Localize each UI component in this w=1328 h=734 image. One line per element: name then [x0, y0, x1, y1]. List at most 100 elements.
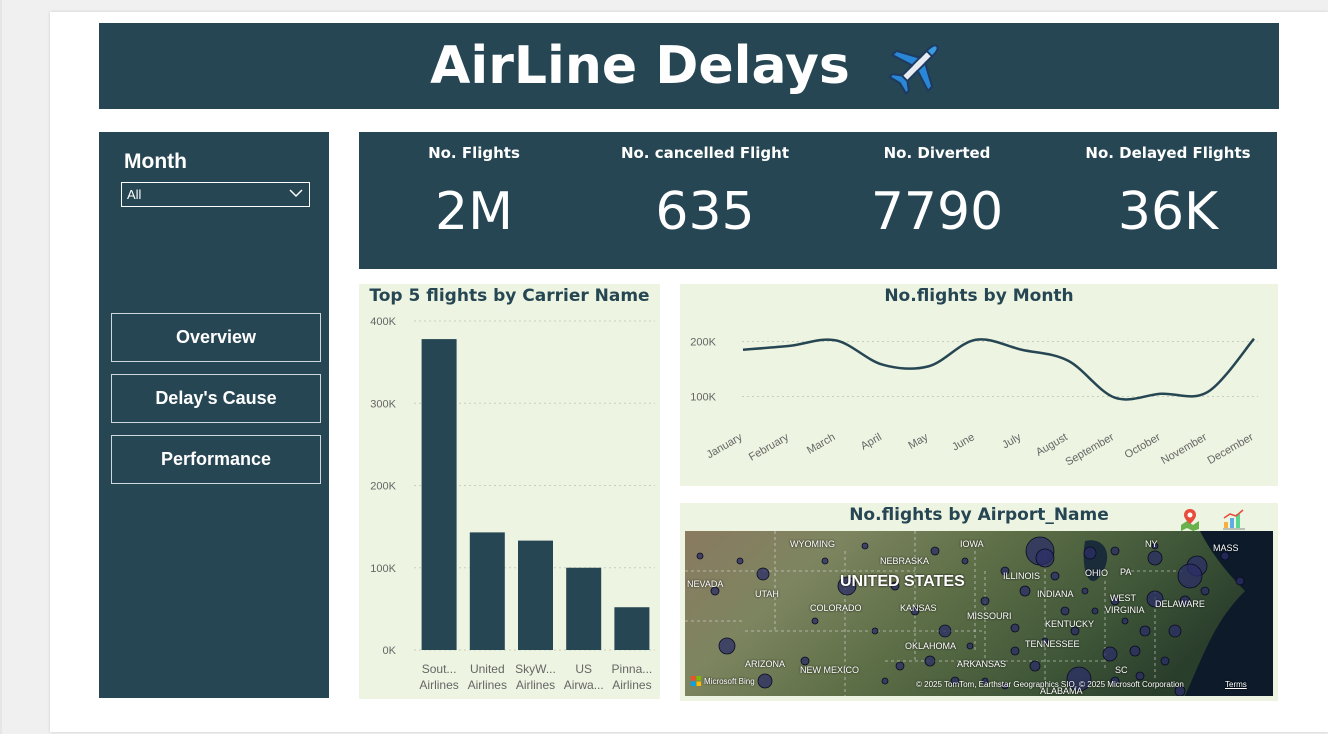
map-panel[interactable]: No.flights by Airport_Name WYOMING NEBRAS…	[680, 503, 1278, 701]
overview-button[interactable]: Overview	[111, 313, 321, 362]
month-dropdown-value: All	[127, 187, 142, 202]
chart-type-icon[interactable]	[1222, 508, 1246, 530]
line-point[interactable]	[1158, 391, 1164, 397]
airport-bubble[interactable]	[1135, 671, 1145, 681]
airport-bubble[interactable]	[1174, 685, 1186, 696]
airport-bubble[interactable]	[1081, 587, 1089, 595]
line-point[interactable]	[1205, 389, 1211, 395]
map-pin-icon[interactable]	[1179, 507, 1201, 531]
airport-bubble[interactable]	[1147, 550, 1163, 566]
map-place-label: OKLAHOMA	[905, 641, 957, 651]
airport-bubble[interactable]	[1200, 586, 1210, 596]
airport-bubble[interactable]	[1019, 585, 1031, 597]
line-x-tick: May	[906, 431, 930, 452]
airport-bubble[interactable]	[895, 661, 905, 671]
map-title: No.flights by Airport_Name	[849, 505, 1109, 525]
line-point[interactable]	[1112, 395, 1118, 401]
bar[interactable]	[469, 532, 505, 650]
bar[interactable]	[614, 607, 650, 650]
kpi-label: No. cancelled Flight	[620, 144, 790, 162]
airport-bubble[interactable]	[1110, 596, 1120, 606]
airport-bubble[interactable]	[950, 676, 960, 686]
airport-bubble[interactable]	[981, 677, 989, 685]
airport-bubble[interactable]	[1029, 660, 1041, 672]
line-x-tick: June	[950, 431, 977, 453]
airport-bubble[interactable]	[1035, 548, 1055, 568]
airport-bubble[interactable]	[861, 542, 869, 550]
airport-bubble[interactable]	[871, 627, 879, 635]
airport-bubble[interactable]	[1129, 645, 1141, 657]
airport-bubble[interactable]	[1066, 666, 1092, 692]
line-point[interactable]	[1019, 347, 1025, 353]
airport-bubble[interactable]	[800, 656, 810, 666]
airport-bubble[interactable]	[1168, 624, 1182, 638]
airport-bubble[interactable]	[1179, 595, 1191, 607]
kpi-value: 7790	[870, 182, 1004, 242]
line-point[interactable]	[879, 362, 885, 368]
airport-bubble[interactable]	[736, 557, 744, 565]
map-terrain	[685, 531, 1273, 696]
delays-cause-button[interactable]: Delay's Cause	[111, 374, 321, 423]
airport-bubble[interactable]	[811, 617, 819, 625]
airport-bubble[interactable]	[696, 552, 704, 560]
airport-bubble[interactable]	[1083, 546, 1097, 560]
airport-bubble[interactable]	[1177, 563, 1203, 589]
airport-bubble[interactable]	[821, 557, 829, 565]
line-point[interactable]	[972, 337, 978, 343]
airport-bubble[interactable]	[756, 567, 770, 581]
airport-bubble[interactable]	[1110, 546, 1120, 556]
line-point[interactable]	[740, 347, 746, 353]
month-dropdown[interactable]: All	[121, 182, 310, 207]
airport-bubble[interactable]	[938, 624, 952, 638]
line-point[interactable]	[926, 363, 932, 369]
airport-bubble[interactable]	[1110, 676, 1120, 686]
airport-bubble[interactable]	[1060, 606, 1070, 616]
terms-link[interactable]: Terms	[1225, 680, 1247, 689]
airport-bubble[interactable]	[1050, 571, 1060, 581]
airport-bubble[interactable]	[1010, 623, 1020, 633]
airport-bubble[interactable]	[1121, 617, 1129, 625]
airport-bubble[interactable]	[1010, 646, 1020, 656]
line-chart-panel[interactable]: No.flights by Month 100K 200K January Febru…	[680, 284, 1278, 486]
airport-bubble[interactable]	[1235, 576, 1245, 586]
airport-bubble[interactable]	[718, 637, 736, 655]
airport-bubble[interactable]	[930, 546, 940, 556]
bar[interactable]	[518, 540, 553, 650]
line-x-tick: January	[705, 431, 745, 461]
airport-bubble[interactable]	[1151, 542, 1159, 550]
line-series[interactable]	[742, 337, 1255, 401]
map-place-label: KENTUCKY	[1045, 619, 1095, 629]
airport-bubble[interactable]	[1102, 646, 1118, 662]
airport-bubble[interactable]	[890, 581, 900, 591]
airport-bubble[interactable]	[1139, 625, 1151, 637]
airport-bubble[interactable]	[1146, 590, 1164, 608]
airport-bubble[interactable]	[837, 576, 857, 596]
line-point[interactable]	[786, 343, 792, 349]
airport-bubble[interactable]	[1160, 656, 1170, 666]
bar-chart-panel[interactable]: Top 5 flights by Carrier Name 0K 100K 200K…	[359, 284, 660, 699]
line-point[interactable]	[1251, 336, 1257, 342]
airport-bubble[interactable]	[881, 677, 889, 685]
airport-map[interactable]: WYOMING NEBRASKA IOWA NEVADA UTAH UNITED STAT…	[685, 531, 1273, 696]
bar[interactable]	[421, 339, 457, 650]
airport-bubble[interactable]	[1070, 626, 1080, 636]
kpi-label: No. Delayed Flights	[1085, 144, 1251, 162]
airport-bubble[interactable]	[757, 673, 773, 689]
airport-bubble[interactable]	[1001, 682, 1009, 690]
line-point[interactable]	[1065, 358, 1071, 364]
kpi-value: 36K	[1117, 182, 1219, 242]
airport-bubble[interactable]	[710, 586, 720, 596]
airport-bubble[interactable]	[1091, 607, 1099, 615]
bar[interactable]	[566, 567, 602, 650]
airport-bubble[interactable]	[924, 655, 936, 667]
airport-bubble[interactable]	[910, 606, 920, 616]
airport-bubble[interactable]	[1041, 637, 1049, 645]
performance-button[interactable]: Performance	[111, 435, 321, 484]
airport-bubble[interactable]	[961, 557, 969, 565]
line-x-tick: September	[1064, 431, 1117, 468]
airport-bubble[interactable]	[980, 596, 990, 606]
line-point[interactable]	[833, 337, 839, 343]
airport-bubble[interactable]	[1000, 566, 1010, 576]
airport-bubble[interactable]	[1220, 551, 1230, 561]
airport-bubble[interactable]	[966, 642, 974, 650]
